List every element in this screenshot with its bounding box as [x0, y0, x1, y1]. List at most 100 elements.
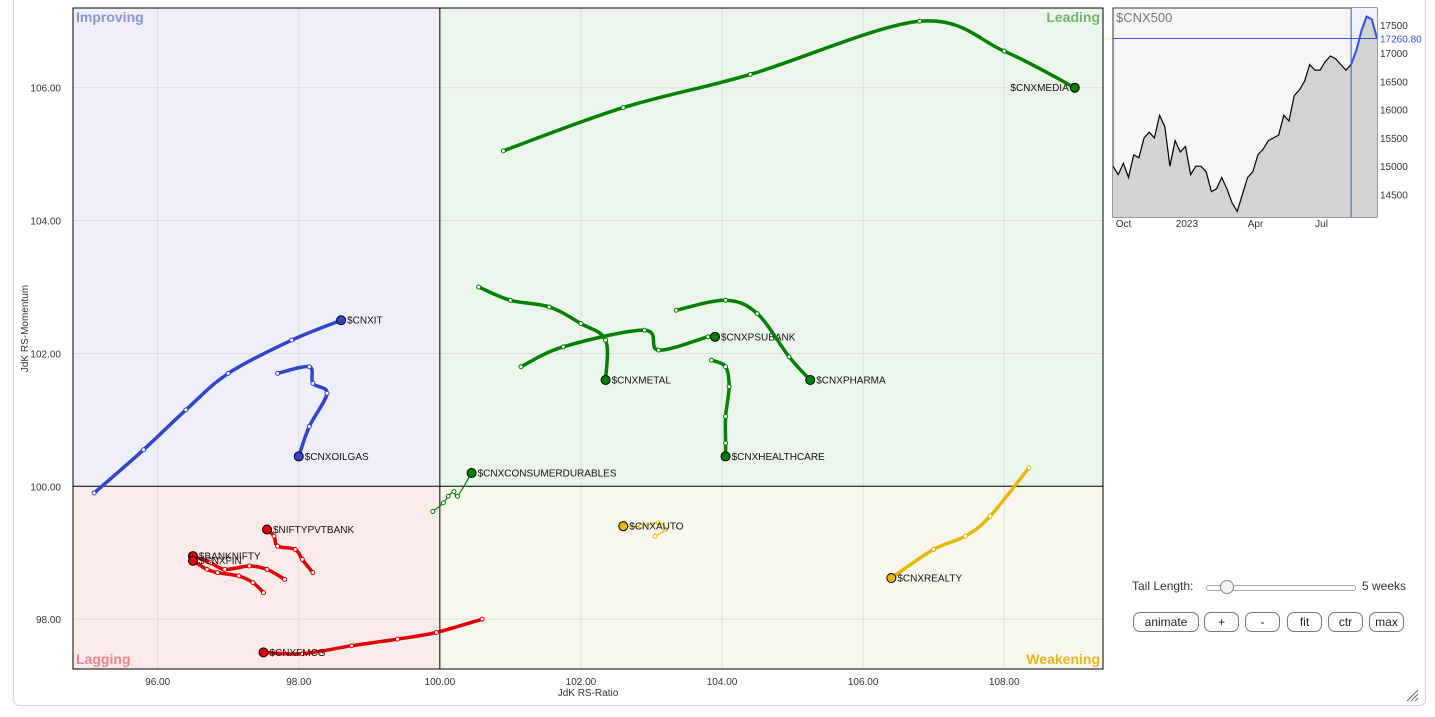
tail-point[interactable] [500, 148, 506, 154]
series-cnxoilgas[interactable]: $CNXOILGAS [275, 364, 369, 463]
fit-button[interactable]: fit [1287, 612, 1322, 632]
tail-point[interactable] [289, 337, 295, 343]
tail-point[interactable] [440, 500, 446, 506]
tail-point[interactable] [656, 347, 662, 353]
tail-point[interactable] [723, 414, 729, 420]
tail-point[interactable] [222, 566, 228, 572]
tail-point[interactable] [204, 566, 210, 572]
tail-point[interactable] [1026, 465, 1032, 471]
tail-point[interactable] [141, 447, 147, 453]
tail-point[interactable] [299, 651, 305, 657]
head-point[interactable] [336, 315, 347, 326]
tail-point[interactable] [91, 490, 97, 496]
tail-point[interactable] [641, 327, 647, 333]
tail-point[interactable] [723, 297, 729, 303]
tail-point[interactable] [656, 520, 662, 526]
tail-point[interactable] [306, 424, 312, 430]
tail-point[interactable] [208, 560, 214, 566]
head-point[interactable] [720, 451, 731, 462]
tail-point[interactable] [275, 370, 281, 376]
tail-point[interactable] [282, 576, 288, 582]
tail-point[interactable] [747, 71, 753, 77]
tail-point[interactable] [705, 334, 711, 340]
head-point[interactable] [1069, 82, 1080, 93]
tail-length-slider[interactable] [1206, 585, 1356, 591]
tail-point[interactable] [546, 304, 552, 310]
tail-point[interactable] [578, 321, 584, 327]
tail-point[interactable] [183, 407, 189, 413]
tail-point[interactable] [518, 364, 524, 370]
head-point[interactable] [262, 524, 273, 535]
tail-point[interactable] [451, 489, 457, 495]
head-point[interactable] [618, 521, 629, 532]
resize-handle-icon[interactable] [1405, 688, 1419, 702]
center-button[interactable]: ctr [1328, 612, 1363, 632]
tail-point[interactable] [260, 590, 266, 596]
tail-point[interactable] [708, 357, 714, 363]
series-cnxit[interactable]: $CNXIT [91, 315, 383, 496]
tail-point[interactable] [754, 311, 760, 317]
tail-point[interactable] [264, 566, 270, 572]
tail-point[interactable] [395, 636, 401, 642]
series-cnxfin[interactable]: $CNXFIN [187, 555, 266, 596]
tail-point[interactable] [479, 616, 485, 622]
tail-point[interactable] [292, 546, 298, 552]
tail-point[interactable] [1001, 48, 1007, 54]
head-point[interactable] [886, 572, 897, 583]
tail-point[interactable] [349, 643, 355, 649]
tail-point[interactable] [560, 344, 566, 350]
zoom-in-button[interactable]: + [1204, 612, 1239, 632]
tail-point[interactable] [271, 533, 277, 539]
series-cnxpsubank[interactable]: $CNXPSUBANK [518, 327, 796, 370]
tail-point[interactable] [723, 440, 729, 446]
tail-length-slider-thumb[interactable] [1219, 580, 1234, 594]
tail-point[interactable] [299, 556, 305, 562]
tail-point[interactable] [454, 493, 460, 499]
tail-point[interactable] [445, 493, 451, 499]
tail-point[interactable] [275, 543, 281, 549]
tail-point[interactable] [430, 509, 436, 515]
series-cnxauto[interactable]: $CNXAUTO [618, 520, 684, 539]
series-cnxpharma[interactable]: $CNXPHARMA [673, 297, 886, 387]
series-niftypvtbank[interactable]: $NIFTYPVTBANK [262, 524, 355, 576]
tail-point[interactable] [726, 384, 732, 390]
head-point[interactable] [466, 468, 477, 479]
series-tail-line[interactable] [476, 285, 610, 382]
tail-point[interactable] [723, 364, 729, 370]
series-cnxconsumerdurables[interactable]: $CNXCONSUMERDURABLES [430, 468, 617, 515]
tail-point[interactable] [250, 580, 256, 586]
tail-point[interactable] [638, 523, 644, 529]
tail-point[interactable] [673, 307, 679, 313]
series-cnxmetal[interactable]: $CNXMETAL [476, 284, 672, 387]
tail-point[interactable] [310, 380, 316, 386]
tail-point[interactable] [306, 364, 312, 370]
tail-point[interactable] [603, 337, 609, 343]
animate-button[interactable]: animate [1133, 612, 1199, 632]
head-point[interactable] [805, 375, 816, 386]
series-cnxfmcg[interactable]: $CNXFMCG [258, 616, 485, 659]
head-point[interactable] [293, 451, 304, 462]
tail-point[interactable] [215, 570, 221, 576]
tail-point[interactable] [987, 513, 993, 519]
tail-point[interactable] [246, 563, 252, 569]
tail-point[interactable] [786, 354, 792, 360]
series-cnxmedia[interactable]: $CNXMEDIA [500, 18, 1080, 154]
series-tail-line[interactable] [92, 318, 343, 495]
tail-point[interactable] [652, 533, 658, 539]
tail-point[interactable] [433, 629, 439, 635]
tail-point[interactable] [917, 18, 923, 24]
head-point[interactable] [709, 331, 720, 342]
tail-point[interactable] [962, 533, 968, 539]
series-cnxhealthcare[interactable]: $CNXHEALTHCARE [708, 357, 825, 463]
tail-point[interactable] [931, 546, 937, 552]
head-point[interactable] [600, 375, 611, 386]
tail-point[interactable] [476, 284, 482, 290]
series-cnxrealty[interactable]: $CNXREALTY [886, 465, 1032, 585]
zoom-out-button[interactable]: - [1245, 612, 1280, 632]
tail-point[interactable] [620, 105, 626, 111]
series-tail-line[interactable] [261, 617, 484, 656]
head-point[interactable] [258, 647, 269, 658]
tail-point[interactable] [310, 570, 316, 576]
head-point[interactable] [187, 555, 198, 566]
tail-point[interactable] [225, 370, 231, 376]
